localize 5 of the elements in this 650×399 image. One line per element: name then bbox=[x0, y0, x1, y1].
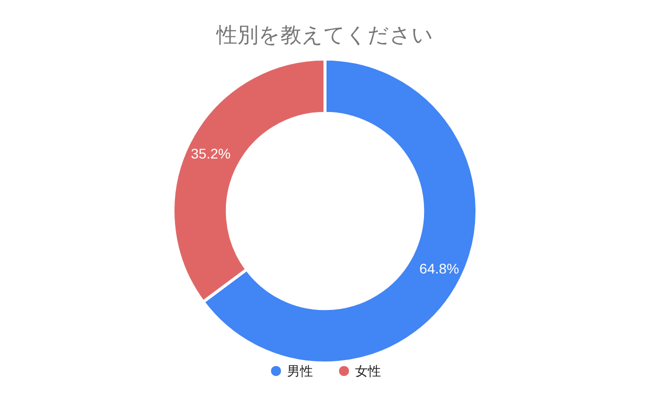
legend-label: 男性 bbox=[287, 364, 313, 378]
chart-title: 性別を教えてください bbox=[216, 24, 434, 47]
data-label: 64.8% bbox=[419, 260, 460, 276]
legend-label: 女性 bbox=[355, 364, 381, 378]
data-label: 35.2% bbox=[190, 146, 231, 162]
